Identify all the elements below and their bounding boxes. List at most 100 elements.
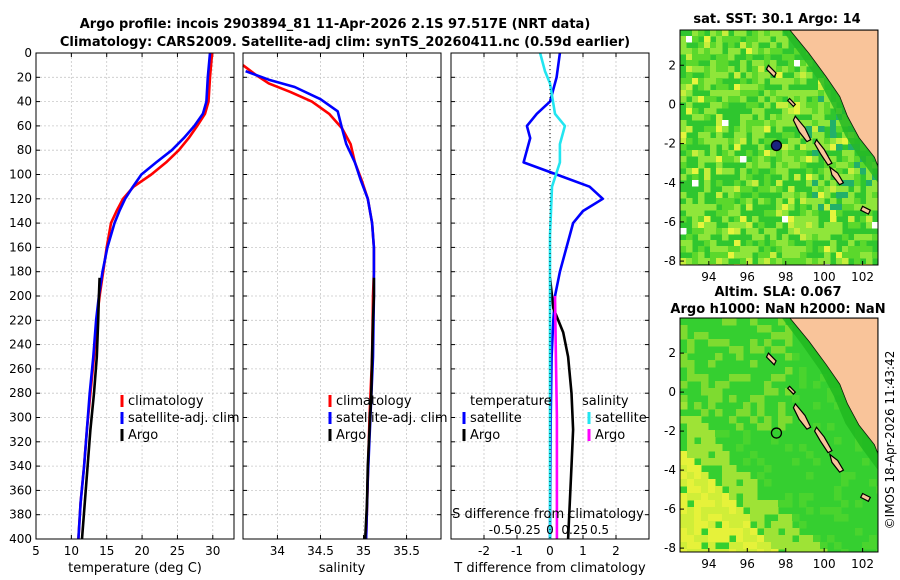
panel-map1-cell <box>698 222 705 229</box>
panel-map1-cell <box>788 54 795 61</box>
panel-map1-cell <box>836 186 843 193</box>
difference-top-tick-label: 0 <box>546 523 554 537</box>
panel-map2-cell <box>687 549 695 552</box>
panel-map1-cell <box>770 42 777 49</box>
panel-map2-cell <box>694 374 702 382</box>
panel-map1-cell <box>764 258 771 265</box>
difference-legend-salinity-label: Argo <box>595 428 625 443</box>
salinity-xtick-label: 34 <box>270 544 285 558</box>
panel-map1-cell <box>776 198 783 205</box>
panel-map2-cell <box>736 472 744 480</box>
panel-map1-cell <box>698 96 705 103</box>
panel-map1-cell <box>716 228 723 235</box>
panel-map1-cell <box>740 120 747 127</box>
panel-map2-cell <box>757 542 765 550</box>
map-top-title: sat. SST: 30.1 Argo: 14 <box>693 12 860 27</box>
temperature-xtick-label: 10 <box>64 544 79 558</box>
panel-map1-cell <box>704 42 711 49</box>
panel-map1-cell <box>824 108 831 115</box>
panel-map1-cell <box>776 210 783 217</box>
panel-map1-cell <box>746 84 753 91</box>
panel-map1-cell <box>722 90 729 97</box>
panel-map1-cell <box>710 90 717 97</box>
panel-map2-cell <box>708 437 716 445</box>
panel-map1-cell <box>824 168 831 175</box>
panel-map1-cell <box>824 102 831 109</box>
panel-map2-cell <box>778 374 786 382</box>
panel-map1-cell <box>830 186 837 193</box>
panel-map2-cell <box>701 451 709 459</box>
panel-map2-cell <box>834 542 842 550</box>
panel-map1-cell <box>764 90 771 97</box>
panel-map2-cell <box>799 367 807 375</box>
panel-map1-island <box>859 205 872 215</box>
difference-top-tick-label: 0.5 <box>590 523 609 537</box>
panel-map1-cell <box>776 36 783 43</box>
panel-map2-cell <box>708 388 716 396</box>
panel-map1-cell <box>800 102 807 109</box>
panel-map1-cell <box>758 120 765 127</box>
panel-map2-cell <box>729 549 737 552</box>
panel-map1-cell <box>812 228 819 235</box>
panel-map1-cell <box>770 240 777 247</box>
panel-map1-cell <box>830 246 837 253</box>
panel-map2-cell <box>687 535 695 543</box>
panel-map1-cell <box>818 90 825 97</box>
panel-map1-cell <box>842 258 849 265</box>
panel-map1-cell <box>794 108 801 115</box>
panel-map1-cell <box>770 120 777 127</box>
panel-map1-cell <box>848 240 855 247</box>
panel-map1-cell <box>842 252 849 259</box>
panel-map2-cell <box>722 535 730 543</box>
panel-map1-cell <box>800 66 807 73</box>
panel-map1-cell <box>770 258 777 265</box>
panel-map1-cell <box>818 198 825 205</box>
panel-map1-cell <box>680 216 687 223</box>
panel-map1-cell <box>722 210 729 217</box>
panel-map1-cell <box>758 48 765 55</box>
panel-map2-cell <box>701 535 709 543</box>
panel-map2-cell <box>701 514 709 522</box>
panel-map2-cell <box>764 423 772 431</box>
panel-map1-cell <box>830 222 837 229</box>
panel-map1-cell <box>842 186 849 193</box>
panel-map2-cell <box>680 472 688 480</box>
panel-map1-cell <box>872 192 878 199</box>
salinity-legend-label: satellite-adj. clim <box>336 411 448 426</box>
panel-map1-cell <box>818 108 825 115</box>
panel-map1-cell <box>794 138 801 145</box>
panel-map1-cell <box>740 126 747 133</box>
panel-map1-cell <box>716 168 723 175</box>
panel-map2-cell <box>715 549 723 552</box>
panel-map1-cell <box>680 120 687 127</box>
panel-map1-cell <box>866 204 873 211</box>
panel-map2-cell <box>736 514 744 522</box>
panel-map1-ytick-label: -4 <box>664 176 676 190</box>
panel-map2-cell <box>841 549 849 552</box>
panel-map2-cell <box>687 486 695 494</box>
panel-map1-cell <box>806 144 813 151</box>
panel-map1-cell <box>782 168 789 175</box>
panel-map1-cell <box>770 30 777 37</box>
salinity-panel: 34 34.5 35 35.5 salinity climatology satellite… <box>242 52 448 576</box>
panel-map2-island <box>792 402 812 430</box>
panel-map1-xtick-label: 94 <box>701 270 716 284</box>
panel-map1-cell <box>752 90 759 97</box>
panel-map2-xtick-label: 100 <box>813 557 836 571</box>
panel-map1-cell <box>686 240 693 247</box>
panel-map1-cell <box>806 126 813 133</box>
panel-map2-cell <box>687 465 695 473</box>
panel-map1-cell <box>746 150 753 157</box>
panel-map2-cell <box>778 514 786 522</box>
panel-map1-cell <box>782 132 789 139</box>
panel-map2-cell <box>722 458 730 466</box>
difference-legend-temperature-label: Argo <box>470 428 500 443</box>
panel-map2-cell <box>687 339 695 347</box>
panel-map1-cell <box>734 252 741 259</box>
panel-map2-cell <box>757 325 765 333</box>
panel-map1-cell <box>692 180 699 187</box>
panel-map2-cell <box>813 402 821 410</box>
panel-map1-cell <box>824 204 831 211</box>
panel-map1-cell <box>776 66 783 73</box>
